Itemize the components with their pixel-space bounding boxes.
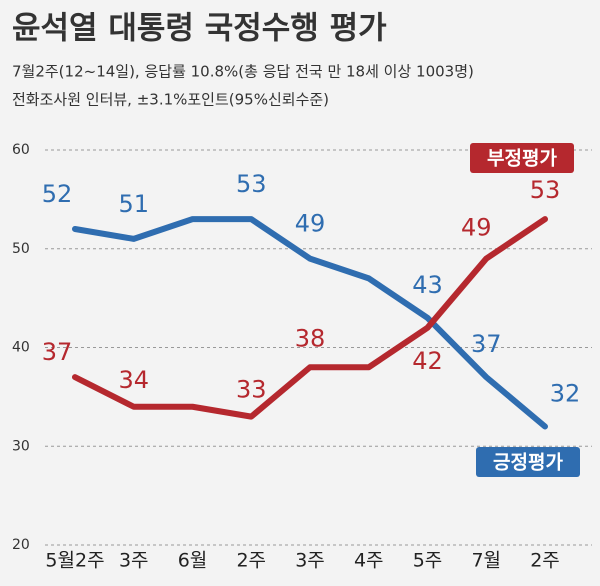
data-label: 49 — [461, 214, 492, 242]
data-label: 49 — [295, 210, 326, 238]
x-tick-label: 3주 — [119, 550, 149, 572]
legend-box — [476, 447, 580, 477]
data-label: 38 — [295, 324, 326, 352]
y-tick-label: 30 — [12, 438, 30, 454]
y-tick-label: 40 — [12, 340, 30, 356]
series-line — [72, 216, 548, 420]
x-tick-label: 7월 — [471, 550, 501, 572]
x-tick-label: 3주 — [295, 550, 325, 572]
data-label: 53 — [236, 170, 267, 198]
x-tick-label: 6월 — [178, 550, 208, 572]
data-label: 51 — [118, 190, 149, 218]
series-line — [72, 216, 548, 430]
data-label: 52 — [42, 180, 73, 208]
y-tick-label: 60 — [12, 142, 30, 158]
legend-item: 긍정평가 — [476, 447, 580, 477]
x-tick-label: 5주 — [413, 550, 443, 572]
subtitle: 전화조사원 인터뷰, ±3.1%포인트(95%신뢰수준) — [12, 91, 329, 109]
data-label: 42 — [412, 347, 443, 375]
x-tick-label: 4주 — [354, 550, 384, 572]
data-label: 43 — [412, 271, 443, 299]
data-label: 34 — [118, 366, 149, 394]
y-tick-label: 50 — [12, 241, 30, 257]
x-tick-label: 2주 — [236, 550, 266, 572]
x-tick-label: 5월2주 — [45, 550, 104, 572]
legend-box — [470, 143, 574, 173]
legend-item: 부정평가 — [470, 143, 574, 173]
chart-title: 윤석열 대통령 국정수행 평가 — [12, 11, 387, 47]
data-label: 32 — [550, 380, 581, 408]
y-tick-label: 20 — [12, 537, 30, 553]
x-tick-label: 2주 — [530, 550, 560, 572]
data-label: 37 — [471, 330, 502, 358]
data-label: 53 — [530, 176, 561, 204]
subtitle: 7월2주(12~14일), 응답률 10.8%(총 응답 전국 만 18세 이상… — [12, 63, 474, 81]
legend-label: 긍정평가 — [493, 452, 563, 474]
data-label: 33 — [236, 376, 267, 404]
data-label: 37 — [42, 338, 73, 366]
legend-label: 부정평가 — [487, 148, 557, 170]
